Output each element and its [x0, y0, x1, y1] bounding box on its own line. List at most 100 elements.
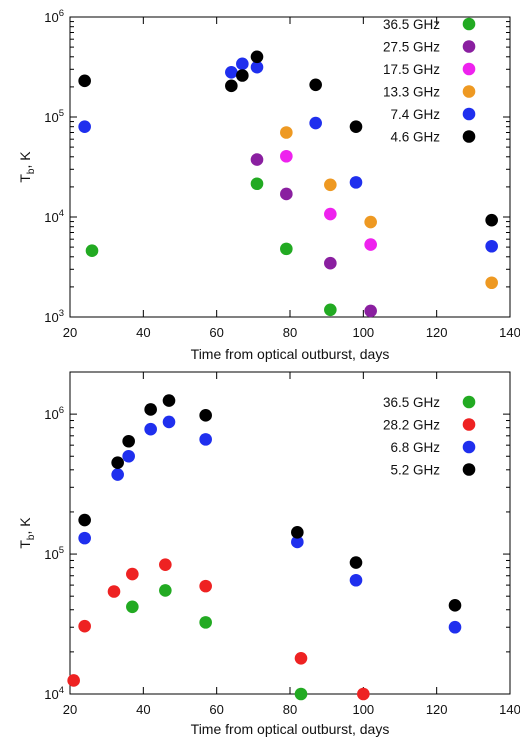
legend-label: 5.2 GHz	[390, 463, 440, 478]
y-tick-label: 105	[44, 108, 64, 125]
y-tick-label: 103	[44, 308, 64, 325]
data-point	[324, 303, 337, 317]
x-tick-label: 120	[426, 325, 448, 340]
data-point	[280, 126, 293, 139]
data-point	[78, 120, 91, 133]
x-tick-label: 20	[63, 325, 77, 340]
data-point	[107, 585, 121, 598]
series-17-5-ghz	[280, 149, 377, 251]
x-tick-label: 60	[209, 702, 223, 717]
data-point	[324, 256, 337, 270]
data-point	[309, 78, 322, 92]
y-tick-label: 105	[44, 545, 64, 562]
data-point	[349, 120, 363, 133]
legend-marker	[462, 62, 476, 76]
legend-label: 17.5 GHz	[383, 62, 440, 77]
data-point	[349, 556, 363, 569]
data-point	[126, 600, 139, 614]
data-point	[225, 79, 238, 93]
data-point	[250, 50, 264, 64]
data-point	[349, 176, 363, 189]
legend-marker	[462, 107, 476, 121]
y-tick-label: 104	[44, 208, 64, 225]
data-point	[236, 57, 249, 71]
data-point	[159, 558, 172, 571]
data-point	[324, 207, 337, 221]
series-5-2-ghz	[78, 394, 462, 612]
data-point	[122, 449, 135, 463]
x-tick-label: 40	[136, 702, 150, 717]
legend-label: 6.8 GHz	[390, 440, 440, 455]
data-point	[280, 187, 293, 201]
series-27-5-ghz	[250, 153, 377, 318]
data-point	[448, 620, 462, 634]
x-tick-label: 80	[283, 702, 297, 717]
legend: 36.5 GHz 27.5 GHz 17.5 GHz 13.3 GHz 7.4 GHz 4…	[383, 17, 476, 145]
data-point	[250, 153, 264, 166]
x-tick-label: 140	[499, 702, 520, 717]
data-point	[144, 403, 157, 416]
data-point	[357, 687, 370, 701]
data-point	[225, 65, 238, 79]
data-point	[78, 513, 91, 527]
legend-label: 13.3 GHz	[383, 85, 440, 100]
data-point	[78, 619, 91, 633]
series-6-8-ghz	[78, 415, 462, 634]
x-tick-label: 40	[136, 325, 150, 340]
x-tick-label: 140	[499, 325, 520, 340]
data-point	[364, 238, 377, 251]
data-point	[199, 616, 212, 629]
legend-marker	[462, 418, 476, 431]
x-tick-label: 60	[209, 325, 223, 340]
data-point	[85, 244, 99, 258]
data-point	[162, 415, 176, 429]
x-tick-label: 100	[352, 325, 374, 340]
legend-marker	[462, 40, 476, 53]
data-point	[199, 409, 212, 422]
data-point	[349, 573, 363, 587]
series-13-3-ghz	[280, 126, 498, 290]
data-point	[485, 213, 498, 227]
data-point	[122, 434, 135, 448]
y-tick-label: 106	[44, 405, 64, 422]
data-point	[144, 422, 157, 436]
data-point	[294, 687, 308, 701]
chart-panel-1: 20 40 60 80 100 120 140 103 104 105 106 Time from o…	[17, 8, 520, 362]
data-point	[364, 304, 377, 318]
data-point	[448, 599, 462, 612]
y-axis-label: Tb, K	[17, 151, 37, 183]
y-tick-label: 104	[44, 685, 64, 702]
x-tick-label: 80	[283, 325, 297, 340]
series-4-6-ghz	[78, 50, 498, 227]
x-tick-label: 20	[63, 702, 77, 717]
data-point	[280, 242, 293, 256]
legend-marker	[462, 85, 476, 98]
legend-label: 28.2 GHz	[383, 418, 440, 433]
chart-panel-2: 20 40 60 80 100 120 140 104 105 106 Time from opti…	[17, 371, 520, 737]
data-point	[67, 674, 80, 687]
legend-marker	[462, 130, 476, 143]
y-tick-label: 106	[44, 8, 64, 25]
data-point	[162, 394, 176, 407]
data-point	[309, 116, 322, 130]
data-point	[291, 526, 304, 539]
data-point	[78, 74, 91, 88]
legend-marker	[462, 463, 476, 476]
data-point	[294, 651, 308, 665]
legend-marker	[462, 440, 476, 454]
data-point	[199, 579, 212, 593]
data-point	[126, 567, 139, 581]
y-axis-label: Tb, K	[17, 517, 37, 549]
data-point	[159, 584, 172, 597]
x-axis-label: Time from optical outburst, days	[191, 721, 390, 737]
data-point	[485, 276, 498, 290]
data-point	[236, 69, 249, 82]
data-point	[280, 149, 293, 163]
legend-marker	[462, 17, 476, 31]
series-36-5-ghz	[85, 177, 337, 317]
x-axis-label: Time from optical outburst, days	[191, 346, 390, 362]
data-point	[291, 535, 304, 549]
x-tick-label: 120	[426, 702, 448, 717]
series-28-2-ghz	[67, 558, 370, 701]
